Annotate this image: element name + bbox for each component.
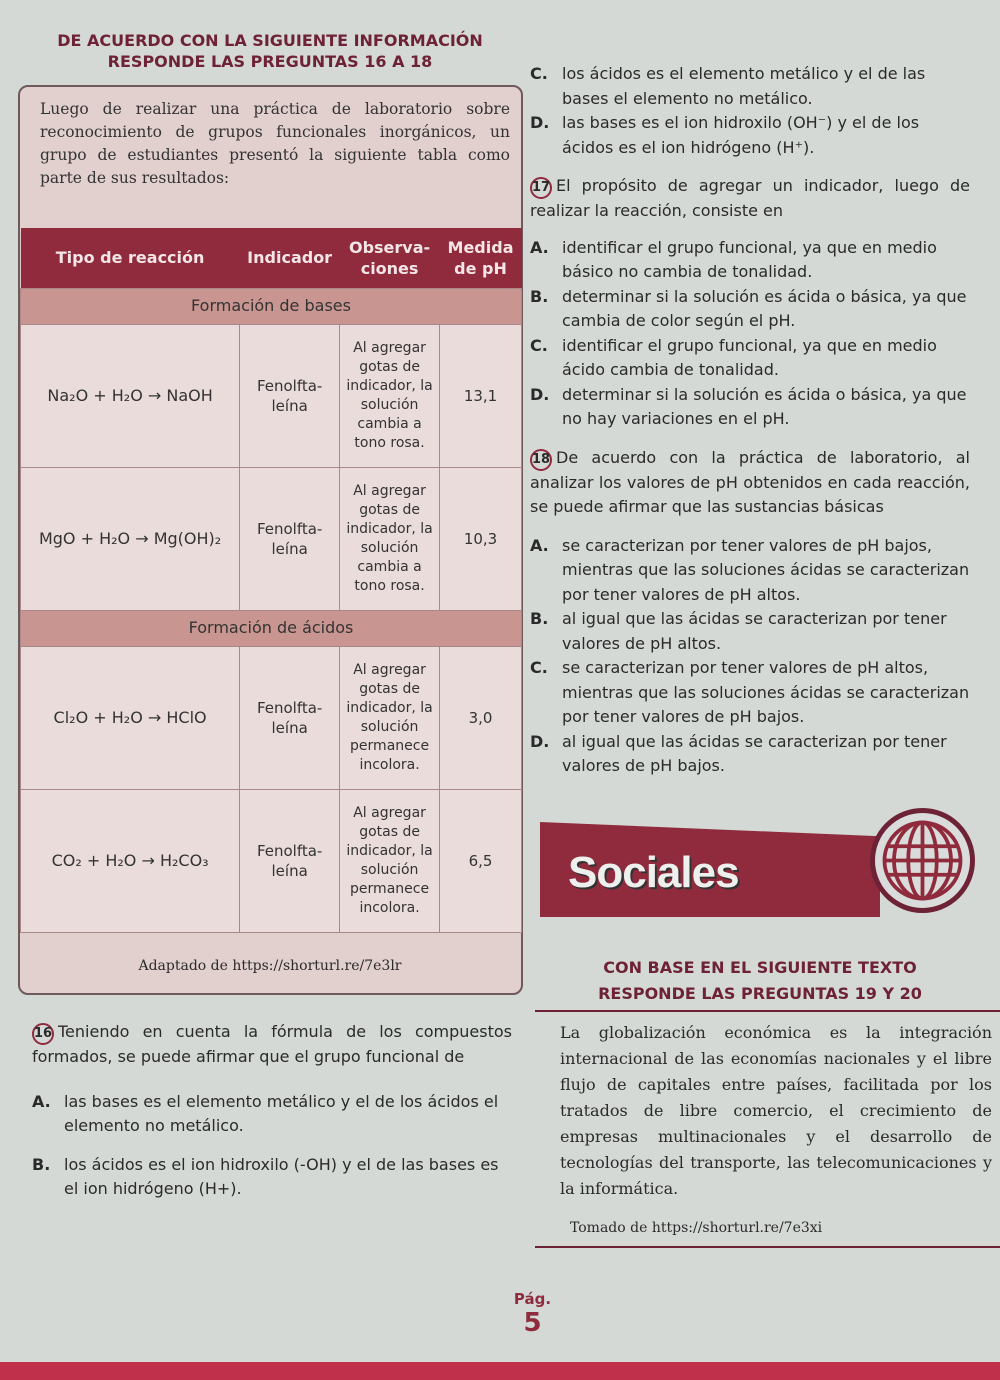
heading-line: DE ACUERDO CON LA SIGUIENTE INFORMACIÓN bbox=[57, 31, 483, 50]
footer-bar bbox=[0, 1362, 1000, 1380]
intro-text: Luego de realizar una práctica de labora… bbox=[40, 100, 510, 187]
observation-cell: Al agregar gotas de indicador, la soluci… bbox=[339, 645, 441, 790]
globe-icon bbox=[870, 808, 975, 913]
heading-line: RESPONDE LAS PREGUNTAS 19 Y 20 bbox=[598, 984, 922, 1003]
table-row: Na₂O + H₂O → NaOH Fenolfta- leína Al agr… bbox=[19, 323, 522, 468]
reaction-cell: CO₂ + H₂O → H₂CO₃ bbox=[19, 788, 241, 933]
observation-cell: Al agregar gotas de indicador, la soluci… bbox=[339, 466, 441, 611]
question-16: 16 Teniendo en cuenta la fórmula de los c… bbox=[32, 1020, 512, 1216]
answer-option[interactable]: B. determinar si la solución es ácida o b… bbox=[530, 285, 970, 334]
answer-option[interactable]: C. identificar el grupo funcional, ya que… bbox=[530, 334, 970, 383]
indicator-cell: Fenolfta- leína bbox=[239, 788, 341, 933]
page-value: 5 bbox=[523, 1308, 542, 1338]
section-heading: CON BASE EN EL SIGUIENTE TEXTO RESPONDE … bbox=[540, 955, 980, 1007]
answer-option[interactable]: D. determinar si la solución es ácida o b… bbox=[530, 383, 970, 432]
option-text: al igual que las ácidas se caracterizan … bbox=[562, 731, 947, 776]
question-number: 16 bbox=[32, 1023, 54, 1045]
ph-cell: 3,0 bbox=[439, 645, 522, 790]
option-letter: C. bbox=[530, 658, 548, 677]
option-text: las bases es el elemento metálico y el d… bbox=[64, 1091, 499, 1136]
question-number: 17 bbox=[530, 177, 552, 199]
page-label: Pág. bbox=[513, 1290, 552, 1308]
ph-cell: 10,3 bbox=[439, 466, 522, 611]
right-column: C. los ácidos es el elemento metálico y e… bbox=[530, 62, 970, 779]
page-number: Pág. 5 bbox=[505, 1290, 560, 1338]
reaction-cell: Na₂O + H₂O → NaOH bbox=[19, 323, 241, 468]
answer-option[interactable]: A. se caracterizan por tener valores de p… bbox=[530, 534, 970, 608]
table-row: CO₂ + H₂O → H₂CO₃ Fenolfta- leína Al agr… bbox=[19, 788, 522, 933]
subject-banner: Sociales bbox=[540, 822, 880, 917]
table-source: Adaptado de https://shorturl.re/7e3lr bbox=[138, 958, 402, 974]
answer-option[interactable]: B. los ácidos es el ion hidroxilo (-OH) y… bbox=[32, 1153, 512, 1202]
option-text: determinar si la solución es ácida o bás… bbox=[562, 286, 967, 331]
answer-option[interactable]: D. al igual que las ácidas se caracteriza… bbox=[530, 730, 970, 779]
col-header: Medida de pH bbox=[439, 228, 522, 288]
option-letter: C. bbox=[530, 335, 548, 355]
option-text: los ácidos es el elemento metálico y el … bbox=[562, 64, 926, 108]
reaction-cell: MgO + H₂O → Mg(OH)₂ bbox=[19, 466, 241, 611]
col-header: Observa- ciones bbox=[339, 228, 440, 288]
option-letter: D. bbox=[530, 384, 550, 404]
observation-cell: Al agregar gotas de indicador, la soluci… bbox=[339, 788, 441, 933]
question-number: 18 bbox=[530, 448, 552, 471]
question-text: Teniendo en cuenta la fórmula de los com… bbox=[32, 1022, 512, 1066]
quote-source: Tomado de https://shorturl.re/7e3xi bbox=[570, 1220, 823, 1236]
answer-option[interactable]: A. las bases es el elemento metálico y el… bbox=[32, 1090, 512, 1139]
answer-option[interactable]: A. identificar el grupo funcional, ya que… bbox=[530, 236, 970, 285]
section-row: Formación de ácidos bbox=[20, 609, 522, 647]
option-letter: C. bbox=[530, 64, 548, 83]
option-letter: B. bbox=[530, 609, 549, 628]
option-text: identificar el grupo funcional, ya que e… bbox=[562, 237, 937, 282]
option-letter: D. bbox=[530, 113, 550, 132]
answer-option[interactable]: B. al igual que las ácidas se caracteriza… bbox=[530, 607, 970, 656]
option-letter: A. bbox=[530, 237, 549, 257]
answer-option[interactable]: C. los ácidos es el elemento metálico y e… bbox=[530, 62, 970, 111]
table-row: Cl₂O + H₂O → HClO Fenolfta- leína Al agr… bbox=[19, 645, 522, 790]
reaction-cell: Cl₂O + H₂O → HClO bbox=[19, 645, 241, 790]
quote-text: La globalización económica es la integra… bbox=[560, 1023, 992, 1198]
table-row: MgO + H₂O → Mg(OH)₂ Fenolfta- leína Al a… bbox=[19, 466, 522, 611]
heading-line: CON BASE EN EL SIGUIENTE TEXTO bbox=[603, 958, 917, 977]
option-text: se caracterizan por tener valores de pH … bbox=[562, 535, 970, 604]
option-letter: A. bbox=[530, 535, 549, 555]
banner-title: Sociales bbox=[568, 848, 740, 897]
option-letter: A. bbox=[32, 1091, 51, 1111]
col-header: Indicador bbox=[239, 228, 340, 288]
question-text: De acuerdo con la práctica de laboratori… bbox=[530, 447, 970, 517]
answer-option[interactable]: C. se caracterizan por tener valores de p… bbox=[530, 656, 970, 730]
option-text: determinar si la solución es ácida o bás… bbox=[562, 384, 967, 429]
option-text: al igual que las ácidas se caracterizan … bbox=[562, 609, 947, 653]
col-header: Tipo de reacción bbox=[20, 228, 240, 288]
option-text: identificar el grupo funcional, ya que e… bbox=[562, 335, 937, 380]
option-text: los ácidos es el ion hidroxilo (-OH) y e… bbox=[64, 1154, 499, 1199]
ph-cell: 6,5 bbox=[439, 788, 522, 933]
results-table: Tipo de reacción Indicador Observa- cion… bbox=[19, 228, 522, 933]
divider bbox=[535, 1246, 1000, 1248]
observation-cell: Al agregar gotas de indicador, la soluci… bbox=[339, 323, 441, 468]
divider bbox=[535, 1010, 1000, 1012]
option-text: las bases es el ion hidroxilo (OH⁻) y el… bbox=[562, 113, 920, 157]
ph-cell: 13,1 bbox=[439, 323, 522, 468]
indicator-cell: Fenolfta- leína bbox=[239, 645, 341, 790]
option-letter: D. bbox=[530, 731, 550, 751]
option-letter: B. bbox=[530, 286, 549, 306]
option-text: se caracterizan por tener valores de pH … bbox=[562, 658, 970, 726]
option-letter: B. bbox=[32, 1154, 51, 1174]
question-text: El propósito de agregar un indicador, lu… bbox=[530, 176, 970, 220]
indicator-cell: Fenolfta- leína bbox=[239, 466, 341, 611]
section-row: Formación de bases bbox=[20, 287, 522, 325]
heading-line: RESPONDE LAS PREGUNTAS 16 A 18 bbox=[107, 52, 433, 71]
section-heading: DE ACUERDO CON LA SIGUIENTE INFORMACIÓN … bbox=[20, 30, 520, 72]
indicator-cell: Fenolfta- leína bbox=[239, 323, 341, 468]
answer-option[interactable]: D. las bases es el ion hidroxilo (OH⁻) y … bbox=[530, 111, 970, 160]
